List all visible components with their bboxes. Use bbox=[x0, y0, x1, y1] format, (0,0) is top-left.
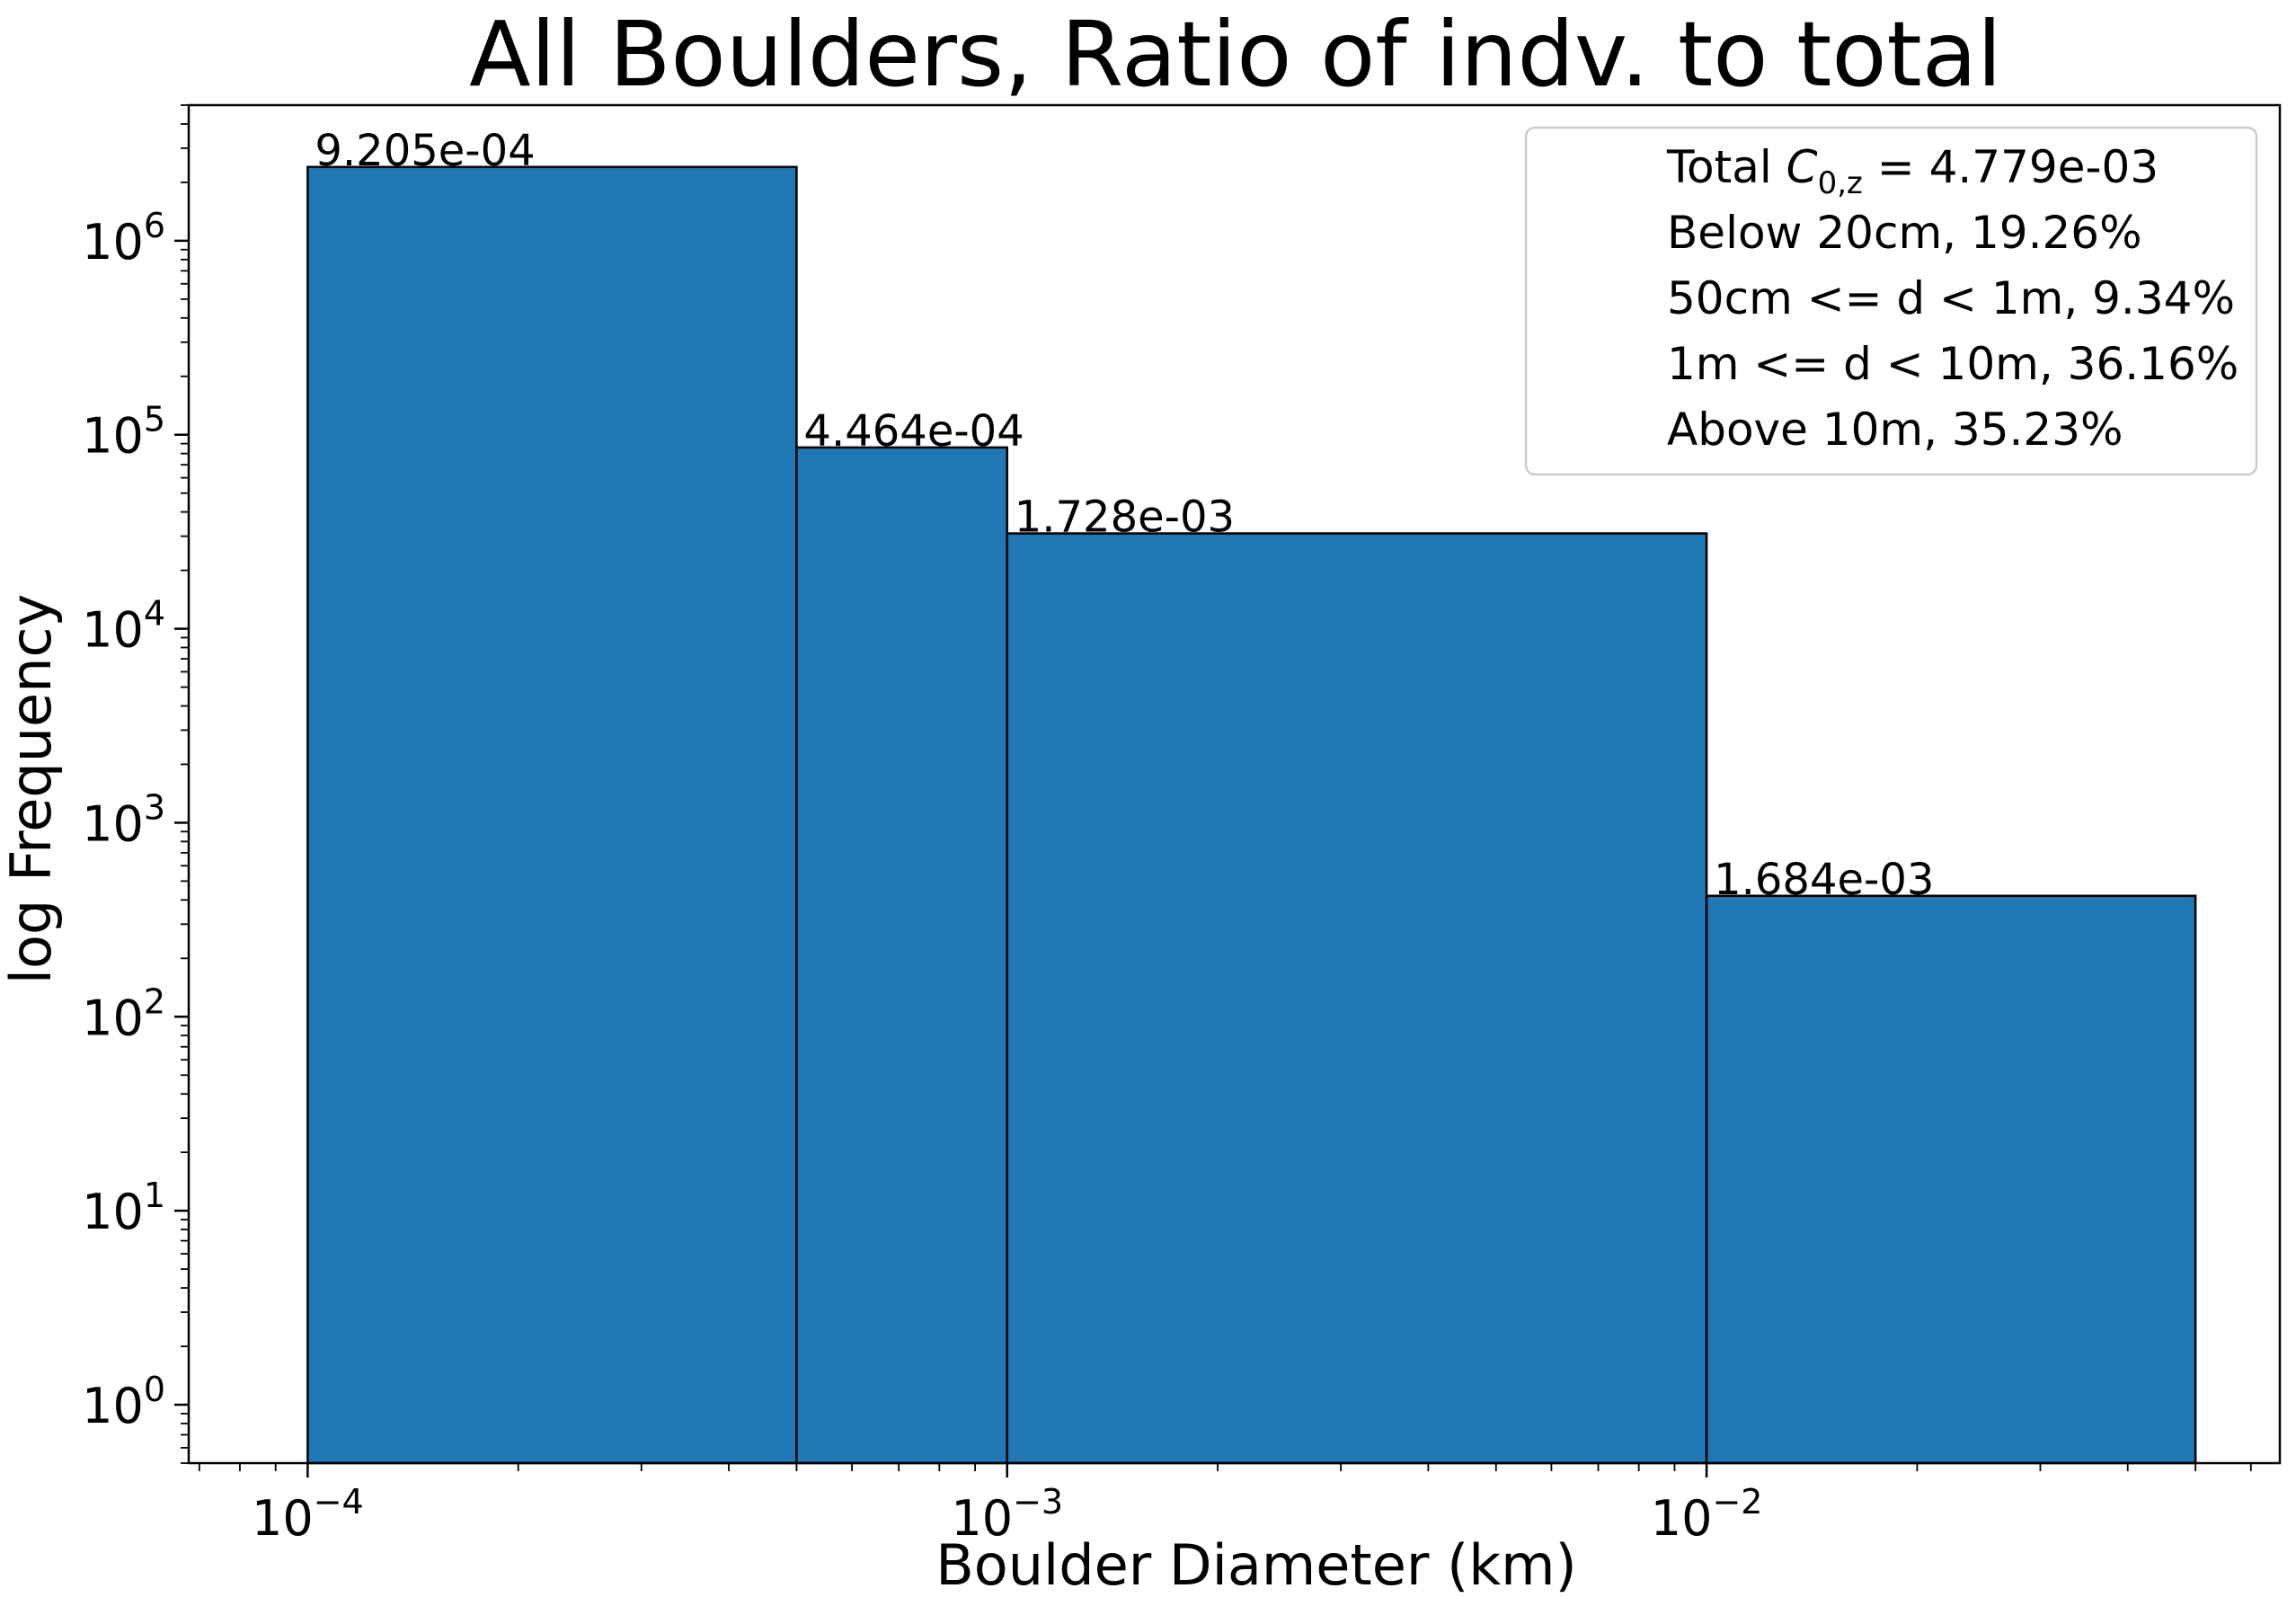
plot-frame bbox=[187, 103, 2282, 1465]
y-tick-label-2: 102 bbox=[82, 981, 165, 1046]
bar-3 bbox=[1705, 894, 2197, 1465]
y-tick-label-4: 104 bbox=[82, 594, 165, 659]
bar-label-1: 4.464e-04 bbox=[803, 406, 1024, 457]
legend-entry-1: Below 20cm, 19.26% bbox=[1667, 207, 2142, 259]
x-axis-label: Boulder Diameter (km) bbox=[935, 1532, 1577, 1598]
chart-title: All Boulders, Ratio of indv. to total bbox=[469, 2, 2002, 107]
y-axis-label: log Frequency bbox=[0, 594, 64, 985]
y-tick-label-3: 103 bbox=[82, 787, 165, 852]
x-axis-ticks: 10−4 10−3 10−2 bbox=[198, 1463, 2252, 1547]
y-tick-label-0: 100 bbox=[82, 1370, 165, 1434]
legend-entry-4: Above 10m, 35.23% bbox=[1667, 404, 2123, 456]
bar-0 bbox=[306, 165, 798, 1465]
y-axis-ticks: 100 101 102 103 104 105 106 bbox=[82, 104, 189, 1464]
bar-labels-layer: 9.205e-04 4.464e-04 1.728e-03 1.684e-03 bbox=[315, 126, 1934, 905]
x-tick-label-2: 10−2 bbox=[1651, 1482, 1763, 1547]
y-tick-label-5: 105 bbox=[82, 400, 165, 465]
legend: Total C0,z = 4.779e-03 Below 20cm, 19.26%… bbox=[1524, 126, 2258, 476]
y-tick-label-1: 101 bbox=[82, 1176, 165, 1240]
legend-entry-2: 50cm <= d < 1m, 9.34% bbox=[1667, 272, 2235, 324]
x-tick-label-1: 10−3 bbox=[951, 1482, 1063, 1547]
legend-entry-3: 1m <= d < 10m, 36.16% bbox=[1667, 338, 2238, 390]
legend-entries: Total C0,z = 4.779e-03 Below 20cm, 19.26%… bbox=[1666, 141, 2238, 456]
bars-layer bbox=[306, 165, 2197, 1465]
legend-entry-0: Total C0,z = 4.779e-03 bbox=[1666, 141, 2159, 201]
bar-label-2: 1.728e-03 bbox=[1015, 492, 1235, 543]
bar-label-0: 9.205e-04 bbox=[315, 126, 535, 176]
bar-1 bbox=[795, 446, 1008, 1465]
y-tick-label-6: 106 bbox=[82, 206, 165, 271]
bar-2 bbox=[1006, 532, 1708, 1465]
bar-label-3: 1.684e-03 bbox=[1714, 855, 1934, 905]
x-tick-label-0: 10−4 bbox=[252, 1482, 364, 1547]
legend-box bbox=[1524, 126, 2258, 476]
